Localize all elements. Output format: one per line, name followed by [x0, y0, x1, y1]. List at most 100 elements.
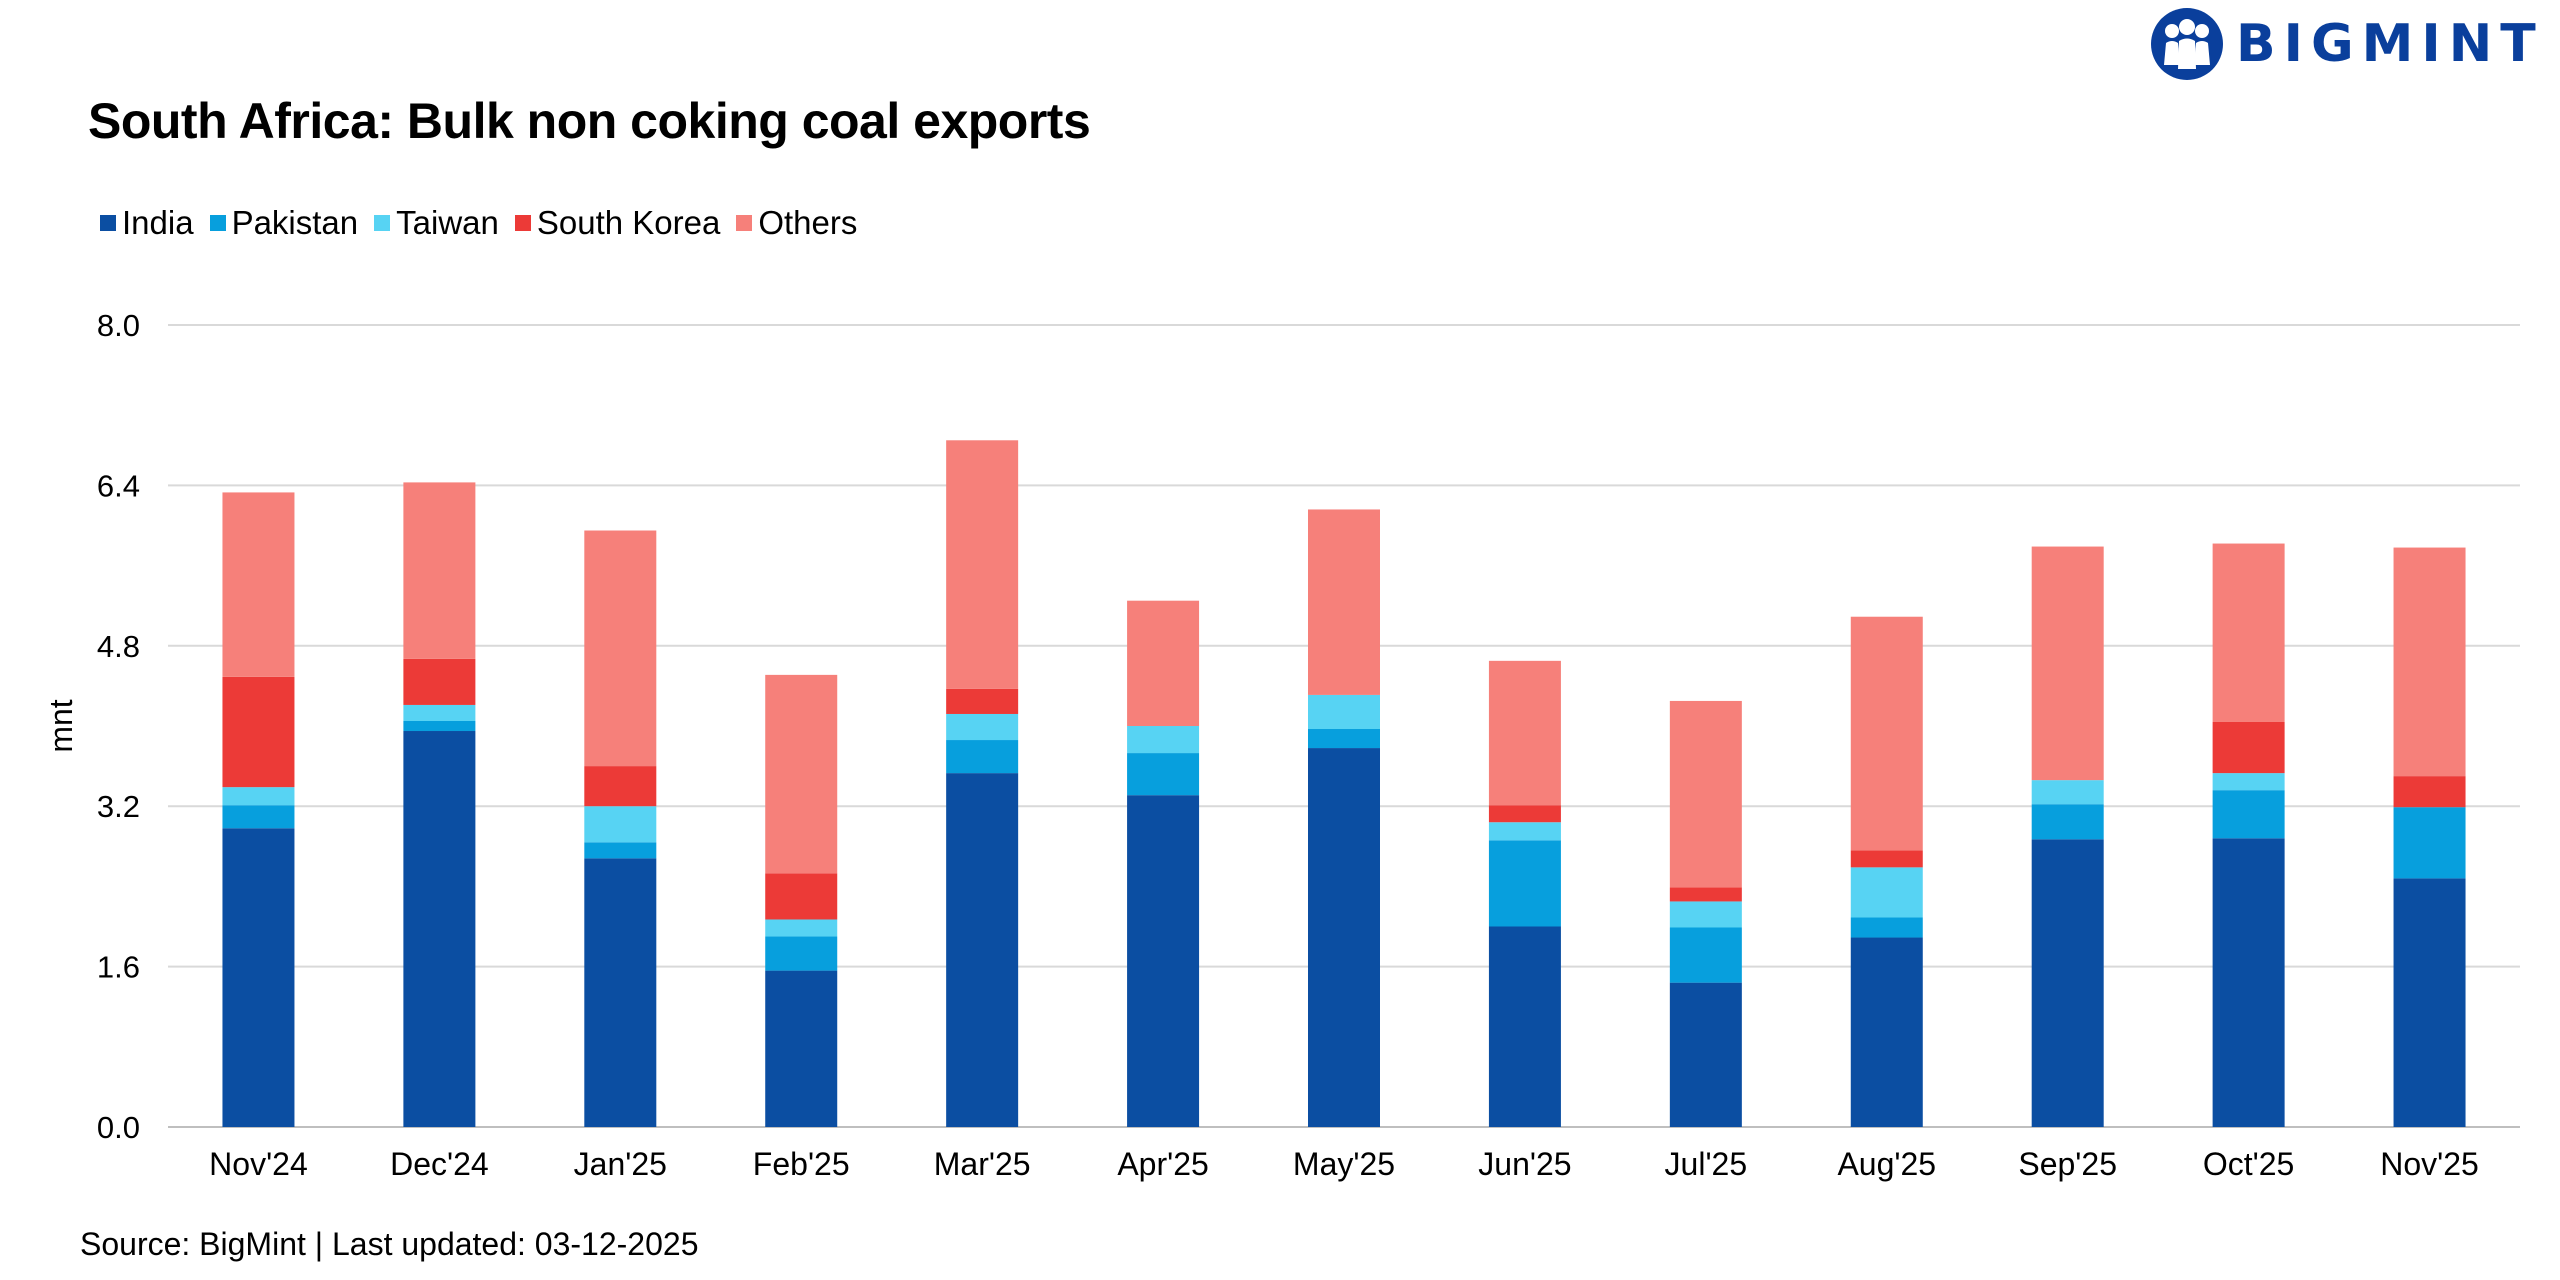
bar-india — [2212, 838, 2285, 1127]
legend-item: Pakistan — [209, 204, 359, 242]
bar-others — [946, 440, 1019, 689]
bar-south-korea — [1669, 887, 1742, 902]
bar-south-korea — [2212, 721, 2285, 774]
bar-south-korea — [403, 658, 476, 705]
bigmint-logo: BIGMINT — [2150, 6, 2544, 82]
legend-item: South Korea — [514, 204, 721, 242]
y-tick-label: 6.4 — [97, 468, 140, 503]
bar-pakistan — [403, 720, 476, 732]
bar-others — [1308, 509, 1380, 695]
x-tick-label: Oct'25 — [2203, 1146, 2294, 1182]
legend-item: India — [100, 204, 194, 242]
bar-india — [1850, 937, 1923, 1127]
bar-india — [1488, 926, 1561, 1127]
bar-pakistan — [2031, 804, 2104, 840]
legend-label: Others — [758, 204, 858, 241]
bar-south-korea — [2393, 776, 2466, 808]
bar-others — [584, 530, 657, 767]
bar-south-korea — [1488, 805, 1561, 823]
bar-taiwan — [765, 919, 838, 937]
bar-taiwan — [1308, 694, 1380, 730]
x-tick-label: Jan'25 — [574, 1146, 667, 1182]
bar-taiwan — [1488, 822, 1561, 841]
bar-pakistan — [1127, 753, 1200, 796]
bar-others — [1669, 700, 1742, 888]
y-axis-label: mnt — [43, 699, 79, 752]
bar-pakistan — [2393, 807, 2466, 879]
bar-others — [765, 674, 838, 874]
bar-taiwan — [946, 713, 1019, 741]
bar-india — [1308, 748, 1380, 1127]
bar-pakistan — [1308, 729, 1380, 749]
bar-pakistan — [946, 740, 1019, 774]
legend-swatch — [100, 215, 116, 231]
bar-india — [2031, 839, 2104, 1127]
bar-south-korea — [765, 873, 838, 920]
bar-others — [2212, 543, 2285, 722]
x-tick-label: Dec'24 — [390, 1146, 489, 1182]
bar-others — [1488, 660, 1561, 806]
bar-taiwan — [584, 806, 657, 843]
bar-others — [1127, 600, 1200, 726]
y-tick-label: 1.6 — [97, 950, 140, 985]
bar-taiwan — [1127, 726, 1200, 754]
x-tick-label: Jun'25 — [1478, 1146, 1571, 1182]
y-tick-label: 3.2 — [97, 789, 140, 824]
bar-others — [222, 492, 295, 677]
chart-legend: India Pakistan Taiwan South Korea Others — [100, 204, 873, 242]
x-tick-label: Mar'25 — [934, 1146, 1031, 1182]
bar-india — [1669, 982, 1742, 1127]
y-tick-label: 8.0 — [97, 308, 140, 343]
bar-others — [1850, 616, 1923, 851]
x-tick-label: Aug'25 — [1837, 1146, 1936, 1182]
bar-india — [222, 828, 295, 1127]
bar-india — [1127, 795, 1200, 1127]
legend-label: South Korea — [536, 204, 721, 241]
bar-taiwan — [2031, 780, 2104, 805]
bar-taiwan — [1669, 901, 1742, 928]
bar-south-korea — [1850, 850, 1923, 868]
bar-taiwan — [403, 704, 476, 721]
bigmint-people-logo-icon — [2151, 8, 2223, 80]
bar-pakistan — [584, 842, 657, 859]
legend-label: India — [122, 204, 194, 241]
x-tick-label: Nov'24 — [209, 1146, 308, 1182]
bar-others — [2393, 547, 2466, 777]
bar-pakistan — [2212, 790, 2285, 839]
bar-pakistan — [765, 936, 838, 971]
bar-taiwan — [222, 787, 295, 806]
stacked-bar-chart: 0.0 1.6 3.2 4.8 6.4 8.0 mnt Nov'24 Dec'24 Jan'25 F… — [43, 308, 2520, 1182]
legend-label: Pakistan — [231, 204, 359, 241]
x-tick-label: Nov'25 — [2380, 1146, 2479, 1182]
legend-swatch — [514, 215, 531, 231]
x-tick-label: Sep'25 — [2018, 1146, 2117, 1182]
bar-india — [584, 858, 657, 1127]
bar-pakistan — [1488, 840, 1561, 927]
bar-south-korea — [222, 676, 295, 788]
x-tick-label: Apr'25 — [1117, 1146, 1209, 1182]
source-note: Source: BigMint | Last updated: 03-12-20… — [80, 1226, 699, 1262]
bar-taiwan — [1850, 867, 1923, 918]
x-tick-label: May'25 — [1293, 1146, 1395, 1182]
bar-others — [2031, 546, 2104, 781]
bar-taiwan — [2212, 773, 2285, 791]
legend-item: Others — [736, 204, 857, 242]
brand-name: BIGMINT — [2236, 14, 2544, 74]
bar-pakistan — [222, 805, 295, 829]
x-tick-label: Feb'25 — [753, 1146, 850, 1182]
y-tick-label: 0.0 — [97, 1110, 140, 1145]
bar-india — [403, 731, 476, 1127]
bar-india — [2393, 878, 2466, 1127]
legend-swatch — [736, 215, 753, 231]
legend-label: Taiwan — [396, 204, 499, 241]
legend-item: Taiwan — [374, 204, 499, 242]
legend-swatch — [374, 215, 391, 231]
bar-india — [765, 970, 838, 1127]
chart-title: South Africa: Bulk non coking coal expor… — [88, 93, 1091, 149]
bar-south-korea — [946, 688, 1019, 714]
legend-swatch — [209, 215, 226, 231]
bar-india — [946, 773, 1019, 1127]
bar-south-korea — [584, 766, 657, 807]
bar-pakistan — [1850, 917, 1923, 938]
y-tick-label: 4.8 — [97, 629, 140, 664]
